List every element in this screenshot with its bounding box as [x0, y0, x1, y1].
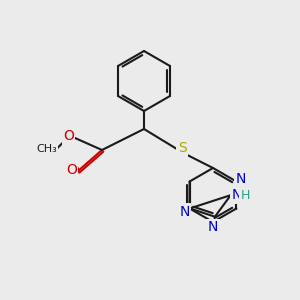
Text: H: H	[241, 189, 250, 202]
Text: N: N	[236, 172, 246, 186]
Text: N: N	[208, 220, 218, 234]
Text: O: O	[64, 128, 75, 142]
Text: O: O	[68, 164, 79, 178]
Text: N: N	[179, 205, 190, 219]
Text: O: O	[63, 130, 74, 143]
Text: O: O	[66, 163, 77, 176]
Text: S: S	[176, 143, 184, 157]
Text: CH₃: CH₃	[36, 143, 57, 154]
Text: N: N	[232, 188, 242, 202]
Text: S: S	[178, 142, 187, 155]
Text: CH₃: CH₃	[34, 145, 56, 155]
